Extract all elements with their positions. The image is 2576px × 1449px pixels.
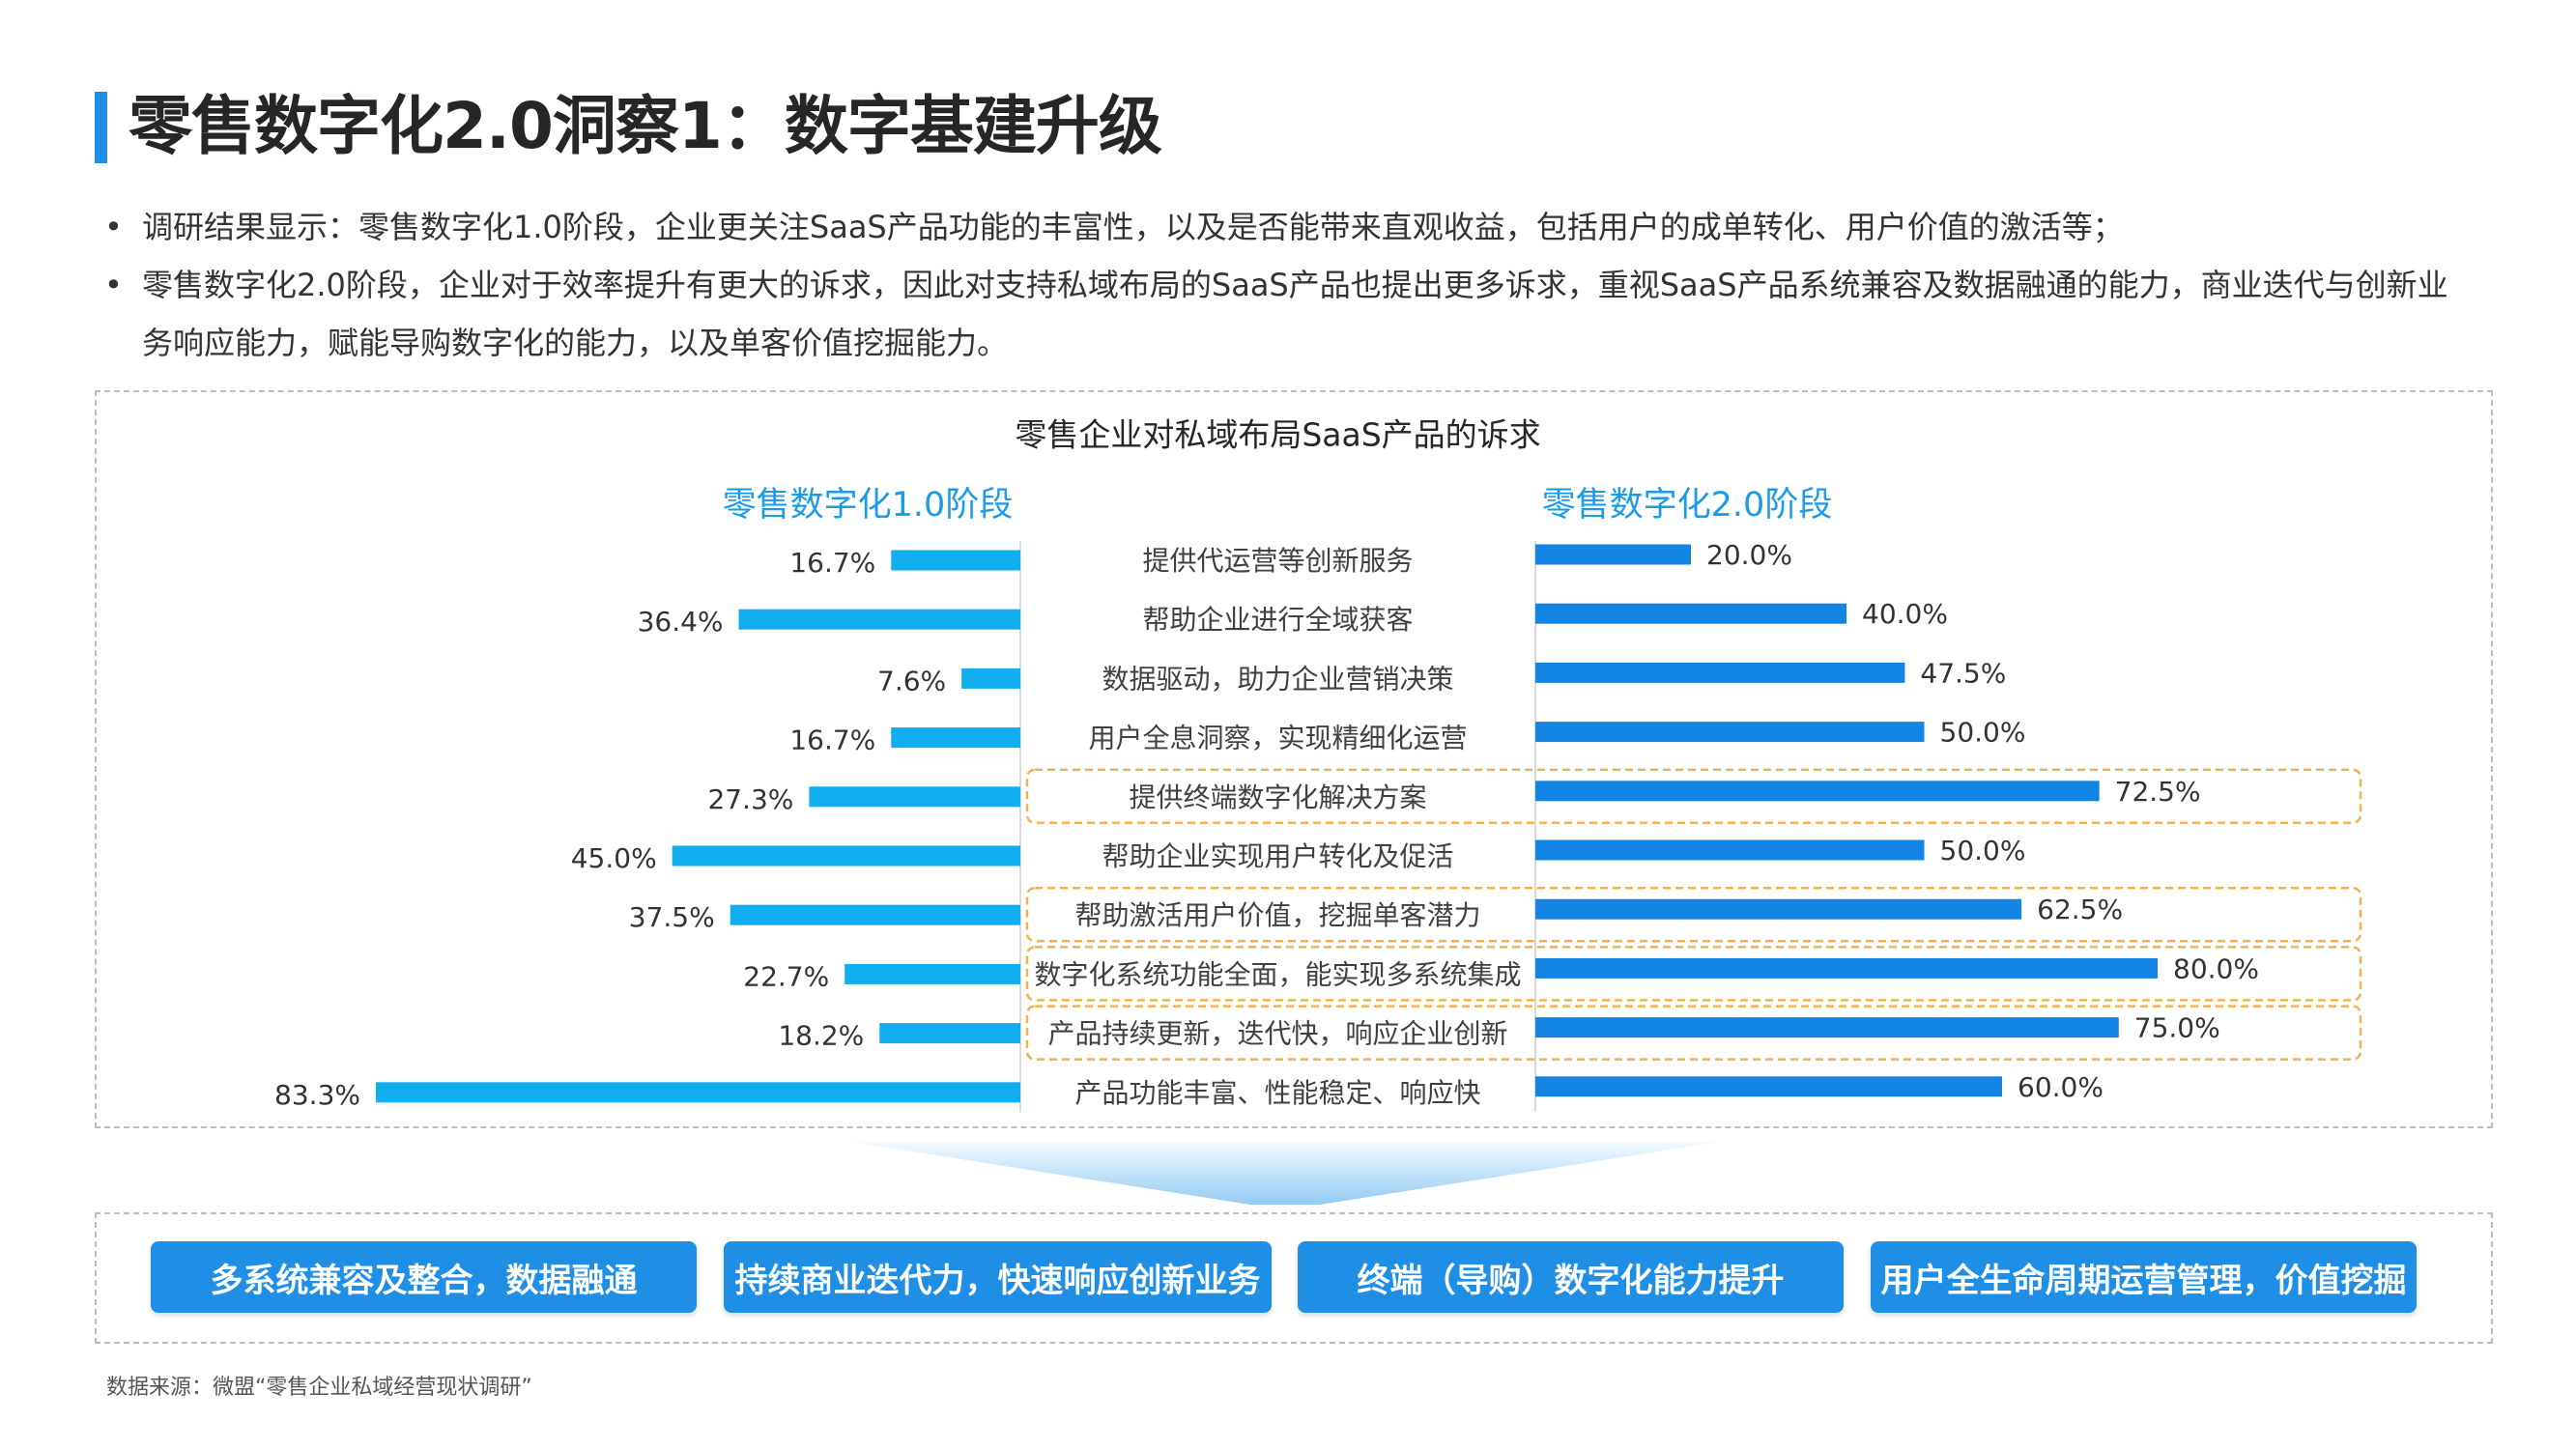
stage1-bar: [879, 1023, 1020, 1044]
stage1-value-label: 27.3%: [707, 783, 793, 815]
stage2-bar: [1535, 898, 2022, 920]
stage1-value-label: 18.2%: [778, 1020, 864, 1052]
stage2-bar: [1535, 662, 1905, 683]
highlight-box: [1025, 886, 2362, 943]
stage1-value-label: 16.7%: [789, 724, 875, 756]
bullet-item: • 零售数字化2.0阶段，企业对于效率提升有更大的诉求，因此对支持私域布局的Sa…: [101, 256, 2478, 372]
bullet-list: • 调研结果显示：零售数字化1.0阶段，企业更关注SaaS产品功能的丰富性，以及…: [101, 198, 2478, 372]
chart-title: 零售企业对私域布局SaaS产品的诉求: [1015, 416, 1540, 454]
stage1-bar: [730, 904, 1020, 925]
stage1-bar: [376, 1082, 1020, 1103]
category-label: 数字化系统功能全面，能实现多系统集成: [1034, 958, 1521, 990]
stage2-bar: [1535, 544, 1691, 565]
summary-pill-3: 终端（导购）数字化能力提升: [1298, 1241, 1844, 1313]
stage2-bar: [1535, 957, 2158, 979]
stage2-value-label: 75.0%: [2134, 1012, 2220, 1044]
stage2-value-label: 72.5%: [2115, 776, 2201, 808]
category-label: 提供代运营等创新服务: [1142, 545, 1413, 577]
stage2-value-label: 50.0%: [1940, 835, 2026, 867]
stage2-value-label: 80.0%: [2173, 952, 2259, 984]
stage2-value-label: 20.0%: [1706, 539, 1792, 571]
stage2-value-label: 47.5%: [1920, 657, 2006, 689]
stage1-value-label: 37.5%: [629, 901, 715, 933]
stage2-value-label: 40.0%: [1862, 598, 1948, 630]
bullet-item: • 调研结果显示：零售数字化1.0阶段，企业更关注SaaS产品功能的丰富性，以及…: [101, 198, 2478, 256]
data-source-note: 数据来源：微盟“零售企业私域经营现状调研”: [106, 1376, 532, 1400]
stage2-bar: [1535, 603, 1846, 624]
bullet-dot: •: [104, 267, 123, 303]
highlight-box: [1025, 946, 2362, 1002]
stage1-value-label: 83.3%: [274, 1079, 360, 1111]
category-label: 产品功能丰富、性能稳定、响应快: [1074, 1077, 1480, 1109]
funnel-arrow: [850, 1142, 1720, 1205]
category-label: 帮助企业实现用户转化及促活: [1102, 840, 1453, 872]
stage2-bar: [1535, 839, 1925, 861]
stage1-value-label: 7.6%: [877, 665, 946, 696]
bullet-dot: •: [104, 209, 123, 245]
category-label: 用户全息洞察，实现精细化运营: [1088, 723, 1467, 754]
stage1-value-label: 16.7%: [789, 547, 875, 579]
stage2-value-label: 62.5%: [2037, 894, 2123, 925]
stage1-bar: [891, 550, 1020, 571]
stage2-value-label: 50.0%: [1940, 717, 2026, 749]
stage1-bar: [961, 668, 1020, 689]
stage1-header: 零售数字化1.0阶段: [723, 486, 1014, 525]
category-label: 产品持续更新，迭代快，响应企业创新: [1047, 1018, 1507, 1050]
summary-pill-2: 持续商业迭代力，快速响应创新业务: [724, 1241, 1272, 1313]
category-label: 数据驱动，助力企业营销决策: [1102, 663, 1453, 695]
stage1-bar: [738, 609, 1020, 630]
chart-frame: [95, 390, 2493, 1128]
highlight-box: [1025, 768, 2362, 825]
category-label: 提供终端数字化解决方案: [1129, 781, 1426, 813]
stage1-value-label: 36.4%: [638, 606, 724, 638]
bullet-text-1: 调研结果显示：零售数字化1.0阶段，企业更关注SaaS产品功能的丰富性，以及是否…: [142, 209, 2124, 245]
stage1-bar: [891, 727, 1020, 749]
stage1-bar: [844, 963, 1020, 984]
stage2-bar: [1535, 1017, 2119, 1038]
stage1-bar: [809, 786, 1020, 808]
title-accent-bar: [95, 92, 107, 163]
category-label: 帮助激活用户价值，挖掘单客潜力: [1074, 899, 1480, 931]
stage2-bar: [1535, 722, 1925, 743]
summary-pill-4: 用户全生命周期运营管理，价值挖掘: [1871, 1241, 2417, 1313]
stage1-bar: [672, 845, 1020, 867]
stage1-value-label: 22.7%: [743, 960, 829, 992]
bullet-text-2: 零售数字化2.0阶段，企业对于效率提升有更大的诉求，因此对支持私域布局的SaaS…: [142, 267, 2448, 361]
stage1-value-label: 45.0%: [571, 842, 657, 874]
summary-frame: [95, 1212, 2493, 1344]
page-title: 零售数字化2.0洞察1：数字基建升级: [129, 89, 1162, 163]
stage2-bar: [1535, 1076, 2002, 1097]
category-label: 帮助企业进行全域获客: [1142, 604, 1413, 636]
stage2-bar: [1535, 781, 2100, 802]
stage2-value-label: 60.0%: [2018, 1071, 2104, 1103]
summary-pill-1: 多系统兼容及整合，数据融通: [151, 1241, 697, 1313]
stage2-header: 零售数字化2.0阶段: [1542, 486, 1833, 525]
highlight-box: [1025, 1005, 2362, 1061]
